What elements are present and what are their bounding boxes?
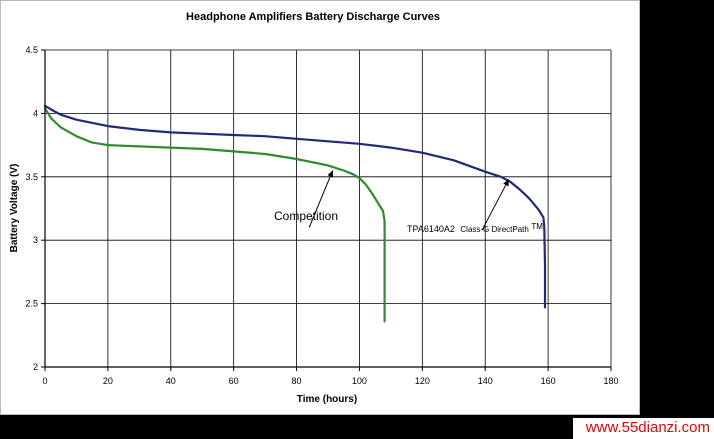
- x-tick-label: 60: [229, 376, 239, 386]
- x-tick-label: 40: [166, 376, 176, 386]
- series-lines: [43, 104, 547, 323]
- y-tick-label: 2.5: [25, 299, 38, 309]
- x-tick-label: 180: [603, 376, 618, 386]
- x-tick-label: 100: [352, 376, 367, 386]
- chart-title: Headphone Amplifiers Battery Discharge C…: [186, 11, 440, 23]
- tpa-annotation-tm: TM: [531, 222, 543, 231]
- tpa-annotation-main: TPA6140A2: [407, 224, 455, 234]
- competition-arrow: [308, 170, 334, 228]
- x-axis-title: Time (hours): [297, 394, 357, 405]
- y-tick-label: 2: [33, 362, 38, 372]
- tpa-arrow: [481, 179, 510, 231]
- y-axis-title: Battery Voltage (V): [9, 164, 20, 253]
- y-tick-label: 3: [33, 235, 38, 245]
- x-tick-label: 120: [415, 376, 430, 386]
- x-tick-label: 0: [42, 376, 47, 386]
- tpa-annotation-small: Class-G DirectPath: [460, 225, 528, 234]
- annotations: Competition TPA6140A2 Class-G DirectPath…: [274, 170, 543, 234]
- x-tick-label: 140: [478, 376, 493, 386]
- y-tick-label: 3.5: [25, 172, 38, 182]
- tpa6140a2-series-line: [43, 104, 547, 309]
- watermark-text: www.55dianzi.com: [585, 419, 710, 436]
- x-tick-label: 160: [541, 376, 556, 386]
- tpa-annotation-label: TPA6140A2 Class-G DirectPath TM: [407, 222, 543, 234]
- chart-frame: [0, 0, 640, 415]
- tick-labels: 0 20 40 60 80 100 120 140 160 180 2 2.5 3 3.5 4 4.5: [25, 45, 618, 386]
- watermark-box: www.55dianzi.com: [573, 418, 714, 439]
- x-tick-label: 80: [292, 376, 302, 386]
- right-border-band: [640, 0, 714, 439]
- x-tick-label: 20: [103, 376, 113, 386]
- y-tick-label: 4.5: [25, 45, 38, 55]
- competition-series-line: [43, 107, 386, 323]
- competition-arrow-head: [327, 170, 334, 178]
- competition-annotation-label: Competition: [274, 209, 338, 223]
- discharge-chart: 0 20 40 60 80 100 120 140 160 180 2 2.5 3 3.5 4 4.5 Hea…: [9, 11, 619, 405]
- y-tick-label: 4: [33, 108, 38, 118]
- axes: [41, 49, 612, 371]
- tpa-arrow-head: [503, 179, 509, 187]
- gridlines: [45, 49, 612, 367]
